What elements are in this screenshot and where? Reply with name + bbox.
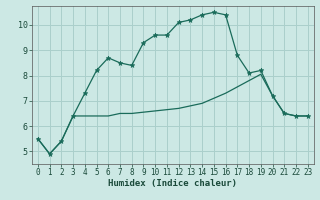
X-axis label: Humidex (Indice chaleur): Humidex (Indice chaleur): [108, 179, 237, 188]
